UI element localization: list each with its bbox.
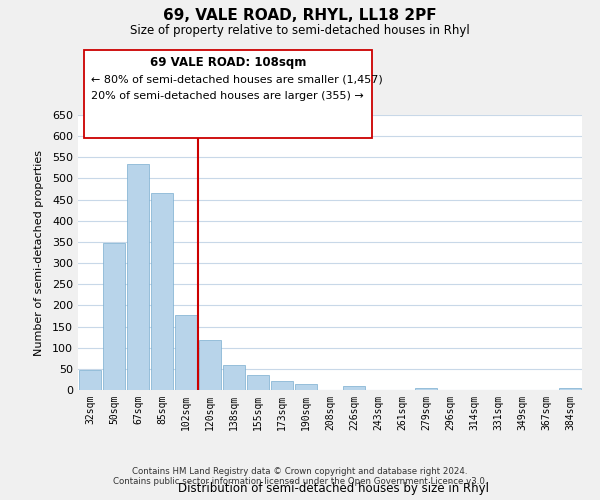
Y-axis label: Number of semi-detached properties: Number of semi-detached properties [34, 150, 44, 356]
Text: 69 VALE ROAD: 108sqm: 69 VALE ROAD: 108sqm [150, 56, 306, 69]
Bar [415, 388, 437, 390]
Bar [559, 388, 581, 390]
Text: Size of property relative to semi-detached houses in Rhyl: Size of property relative to semi-detach… [130, 24, 470, 37]
Bar [103, 243, 125, 390]
Bar [199, 340, 221, 390]
Bar [127, 164, 149, 390]
Text: Contains HM Land Registry data © Crown copyright and database right 2024.: Contains HM Land Registry data © Crown c… [132, 467, 468, 476]
Bar [175, 314, 197, 390]
Text: 69, VALE ROAD, RHYL, LL18 2PF: 69, VALE ROAD, RHYL, LL18 2PF [163, 8, 437, 22]
Bar [271, 380, 293, 390]
Bar [295, 384, 317, 390]
Bar [151, 194, 173, 390]
Bar [79, 370, 101, 390]
Text: 20% of semi-detached houses are larger (355) →: 20% of semi-detached houses are larger (… [91, 91, 364, 101]
Text: Distribution of semi-detached houses by size in Rhyl: Distribution of semi-detached houses by … [178, 482, 488, 495]
Text: Contains public sector information licensed under the Open Government Licence v3: Contains public sector information licen… [113, 477, 487, 486]
Text: ← 80% of semi-detached houses are smaller (1,457): ← 80% of semi-detached houses are smalle… [91, 74, 383, 84]
Bar [247, 375, 269, 390]
Bar [343, 386, 365, 390]
Bar [223, 364, 245, 390]
